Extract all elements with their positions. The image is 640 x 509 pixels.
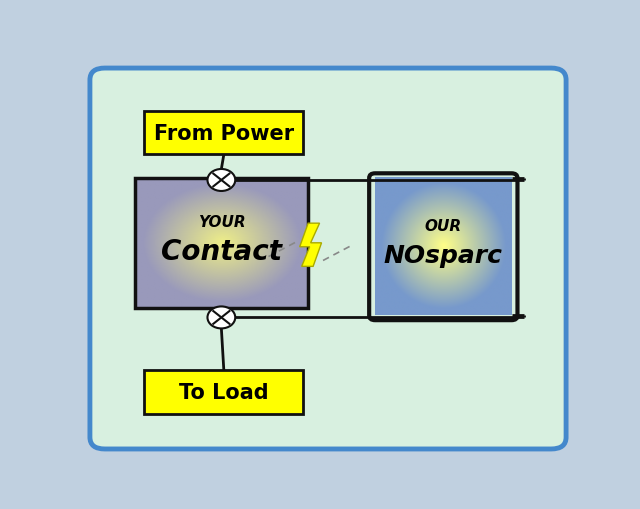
Text: YOUR: YOUR xyxy=(198,214,245,229)
Text: OUR: OUR xyxy=(425,218,462,233)
Text: To Load: To Load xyxy=(179,382,269,402)
Text: From Power: From Power xyxy=(154,124,294,144)
Polygon shape xyxy=(300,224,321,267)
Circle shape xyxy=(207,169,236,191)
Text: Contact: Contact xyxy=(161,237,282,265)
Bar xyxy=(145,371,303,414)
Text: NOsparc: NOsparc xyxy=(384,243,503,267)
Bar xyxy=(145,112,303,155)
FancyBboxPatch shape xyxy=(90,69,566,449)
Bar xyxy=(134,179,308,308)
Circle shape xyxy=(207,307,236,329)
